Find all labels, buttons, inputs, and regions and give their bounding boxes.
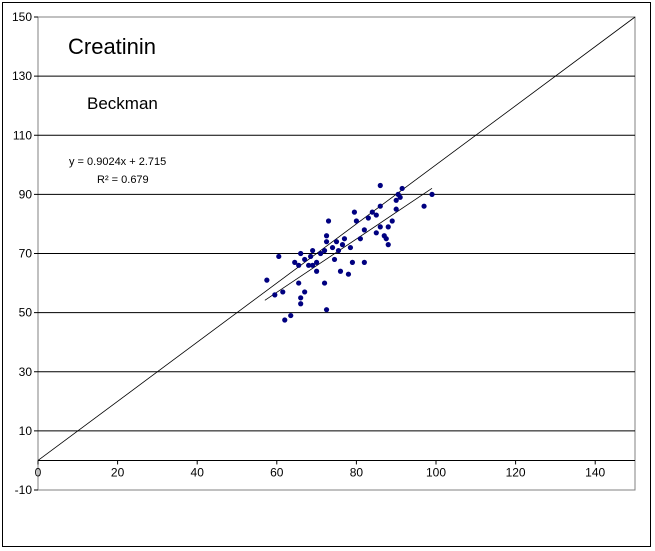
x-tick-label: 40 [191, 465, 205, 479]
data-point-3 [280, 289, 286, 295]
data-point-34 [345, 271, 352, 277]
x-tick-label: 60 [270, 465, 284, 479]
data-point-10 [298, 295, 304, 301]
data-point-13 [302, 289, 308, 295]
x-tick-label: 20 [111, 465, 125, 479]
data-point-23 [323, 233, 330, 239]
data-point-30 [335, 247, 342, 254]
data-point-1 [272, 292, 278, 298]
x-tick-label: 80 [350, 465, 364, 479]
data-point-58 [399, 185, 405, 192]
data-point-2 [276, 253, 282, 260]
y-axis-ticks: -10 10 30 50 70 90 110 130 150 [12, 10, 38, 497]
x-tick-label: 140 [585, 465, 605, 479]
data-point-60 [429, 191, 435, 197]
data-point-53 [389, 218, 395, 224]
data-point-26 [323, 307, 330, 313]
data-point-44 [373, 212, 379, 218]
data-point-41 [361, 259, 367, 265]
data-point-19 [314, 268, 320, 274]
data-point-39 [357, 236, 363, 242]
y-tick-label: -10 [15, 483, 33, 497]
y-tick-label: 30 [19, 365, 33, 379]
data-point-51 [385, 242, 391, 248]
data-point-5 [288, 312, 294, 319]
chart-title: Creatinin [68, 34, 156, 59]
data-point-55 [393, 197, 399, 203]
y-tick-label: 10 [19, 424, 33, 438]
y-tick-label: 110 [13, 128, 32, 142]
data-point-59 [421, 203, 427, 209]
data-point-48 [377, 203, 383, 209]
data-point-36 [349, 259, 356, 265]
data-point-7 [296, 280, 302, 286]
data-point-16 [310, 247, 316, 254]
data-point-15 [308, 253, 314, 260]
data-point-18 [314, 259, 320, 265]
data-point-17 [310, 262, 316, 268]
x-tick-label: 100 [426, 465, 446, 479]
data-point-20 [317, 250, 324, 257]
data-point-0 [264, 277, 270, 283]
trend-line [264, 187, 433, 301]
data-point-45 [373, 230, 379, 236]
data-point-47 [377, 182, 383, 189]
data-point-11 [298, 301, 304, 307]
x-axis-ticks: 0 20 40 60 80 100 120 140 [35, 459, 635, 479]
x-tick-label: 0 [35, 465, 42, 479]
data-point-27 [329, 244, 336, 251]
y-tick-label: 50 [19, 306, 33, 320]
chart-subtitle: Beckman [87, 94, 158, 113]
data-point-31 [337, 268, 344, 274]
data-point-14 [306, 262, 312, 268]
x-tick-label: 120 [506, 465, 526, 479]
data-point-28 [331, 256, 338, 263]
data-point-42 [365, 215, 371, 221]
y-tick-label: 90 [19, 187, 33, 201]
data-point-54 [393, 206, 399, 212]
r-squared-label: R² = 0.679 [97, 174, 149, 186]
data-point-40 [361, 227, 367, 233]
data-point-35 [347, 244, 354, 251]
data-point-33 [341, 236, 348, 242]
y-tick-label: 150 [12, 10, 32, 24]
data-point-8 [296, 262, 302, 268]
data-point-22 [323, 239, 330, 245]
data-point-43 [369, 209, 375, 215]
data-point-12 [302, 256, 308, 263]
trend-equation: y = 0.9024x + 2.715 [69, 156, 166, 168]
identity-line [37, 16, 636, 461]
data-points [264, 182, 435, 323]
y-tick-label: 70 [19, 247, 33, 261]
data-point-37 [351, 209, 358, 215]
data-point-57 [397, 194, 403, 200]
data-point-6 [292, 259, 298, 265]
grid-lines [38, 75, 635, 432]
data-point-46 [377, 224, 383, 230]
data-point-38 [353, 218, 359, 224]
data-point-29 [333, 239, 340, 245]
data-point-9 [298, 250, 304, 257]
data-point-25 [321, 280, 328, 286]
y-tick-label: 130 [12, 69, 32, 83]
data-point-4 [282, 317, 288, 323]
data-point-50 [383, 236, 389, 242]
data-point-21 [321, 247, 328, 254]
data-point-52 [385, 224, 391, 230]
data-point-32 [339, 242, 346, 248]
data-point-24 [325, 218, 332, 224]
